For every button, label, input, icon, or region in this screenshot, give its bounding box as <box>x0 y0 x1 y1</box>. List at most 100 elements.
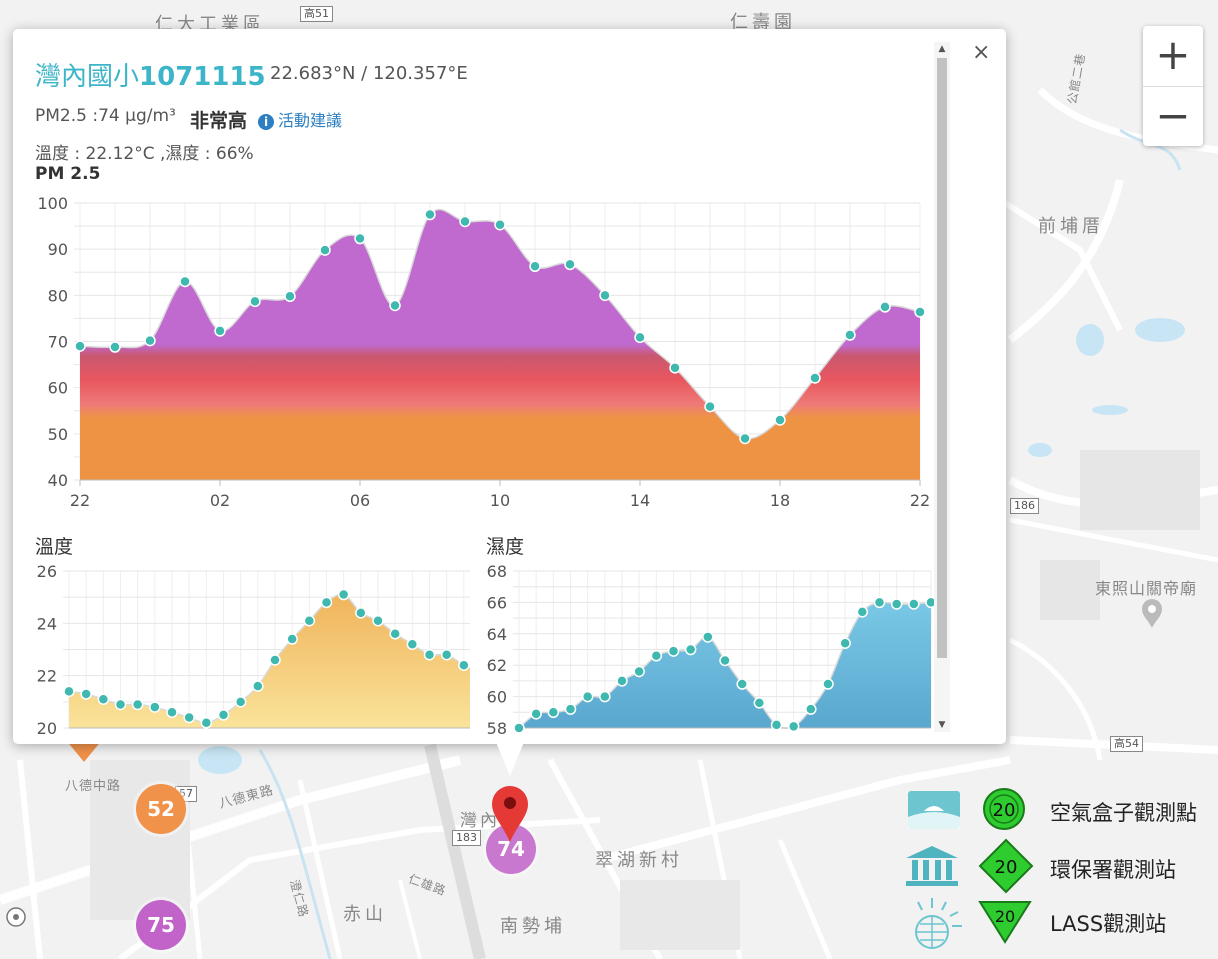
data-point[interactable] <box>74 340 86 352</box>
pm25-level: 非常高 <box>190 110 248 132</box>
map-label: 八德中路 <box>65 779 122 794</box>
data-point[interactable] <box>166 706 178 719</box>
data-point[interactable] <box>114 698 127 711</box>
data-point[interactable] <box>389 628 401 640</box>
data-point[interactable] <box>440 648 453 661</box>
data-point[interactable] <box>908 598 920 610</box>
data-point[interactable] <box>805 703 817 715</box>
data-point[interactable] <box>214 325 226 337</box>
data-point[interactable] <box>564 703 577 715</box>
data-point[interactable] <box>822 678 834 690</box>
data-point[interactable] <box>286 633 298 645</box>
data-point[interactable] <box>669 362 681 374</box>
data-point[interactable] <box>406 638 419 651</box>
data-point[interactable] <box>634 331 646 344</box>
y-tick-label: 24 <box>37 614 57 633</box>
data-point[interactable] <box>839 637 851 649</box>
popup-scrollbar[interactable]: ▲ ▼ <box>934 42 950 732</box>
data-point[interactable] <box>144 334 156 347</box>
data-point[interactable] <box>319 244 331 256</box>
data-point[interactable] <box>354 232 366 245</box>
data-point[interactable] <box>217 709 230 721</box>
station-title: 灣內國小1071115 <box>35 56 266 93</box>
data-point[interactable] <box>424 208 436 221</box>
scroll-up-icon[interactable]: ▲ <box>938 44 946 54</box>
zoom-out-button[interactable]: − <box>1143 86 1203 147</box>
data-point[interactable] <box>389 299 401 312</box>
station-cluster[interactable]: 75 <box>136 900 186 950</box>
scrollbar-thumb[interactable] <box>937 58 947 658</box>
data-point[interactable] <box>97 693 110 705</box>
data-point[interactable] <box>667 645 680 657</box>
data-point[interactable] <box>530 708 542 720</box>
road-shield: 186 <box>1010 498 1039 514</box>
y-tick-label: 26 <box>37 562 57 581</box>
data-point[interactable] <box>131 698 144 711</box>
data-point[interactable] <box>702 631 714 643</box>
data-point[interactable] <box>736 678 748 690</box>
station-cluster[interactable]: 52 <box>136 784 186 834</box>
data-point[interactable] <box>494 218 506 231</box>
close-button[interactable]: × <box>972 40 991 65</box>
data-point[interactable] <box>372 614 384 627</box>
data-point[interactable] <box>873 596 886 609</box>
data-point[interactable] <box>303 614 316 627</box>
activity-advice-link[interactable]: i 活動建議 <box>258 107 342 131</box>
data-point[interactable] <box>423 648 436 661</box>
data-point[interactable] <box>320 596 333 609</box>
y-tick-label: 64 <box>487 625 507 644</box>
zoom-in-button[interactable]: + <box>1155 30 1191 79</box>
data-point[interactable] <box>914 306 926 318</box>
data-point[interactable] <box>890 598 903 610</box>
data-point[interactable] <box>179 275 191 288</box>
data-point[interactable] <box>63 685 75 698</box>
data-point[interactable] <box>844 329 856 341</box>
data-point[interactable] <box>284 290 296 303</box>
x-tick-label: 22 <box>910 491 930 510</box>
y-tick-label: 66 <box>487 593 507 612</box>
data-point[interactable] <box>809 372 821 384</box>
data-point[interactable] <box>770 719 783 731</box>
data-point[interactable] <box>879 301 891 313</box>
data-point[interactable] <box>513 722 525 734</box>
data-point[interactable] <box>355 607 367 619</box>
data-point[interactable] <box>650 650 663 662</box>
data-point[interactable] <box>200 717 213 729</box>
road-shield: 高51 <box>300 6 333 22</box>
data-point[interactable] <box>856 606 869 618</box>
map-label: 南勢埔 <box>500 916 566 937</box>
data-point[interactable] <box>234 696 247 708</box>
data-point[interactable] <box>564 258 576 271</box>
data-point[interactable] <box>787 720 800 733</box>
data-point[interactable] <box>458 659 470 671</box>
data-point[interactable] <box>529 260 541 272</box>
data-point[interactable] <box>183 711 195 724</box>
data-point[interactable] <box>719 654 731 667</box>
data-point[interactable] <box>616 675 628 687</box>
data-point[interactable] <box>249 295 261 308</box>
data-point[interactable] <box>599 289 611 302</box>
x-tick-label: 02 <box>210 491 230 510</box>
y-tick-label: 100 <box>37 194 68 213</box>
data-point[interactable] <box>581 690 594 703</box>
data-point[interactable] <box>599 690 611 703</box>
x-tick-label: 10 <box>490 491 510 510</box>
data-point[interactable] <box>80 688 92 700</box>
data-point[interactable] <box>684 643 697 656</box>
data-point[interactable] <box>547 706 560 719</box>
scroll-down-icon[interactable]: ▼ <box>938 720 946 730</box>
data-point[interactable] <box>633 665 645 678</box>
data-point[interactable] <box>753 697 766 709</box>
data-point[interactable] <box>774 414 786 426</box>
data-point[interactable] <box>337 588 350 601</box>
data-point[interactable] <box>739 432 751 445</box>
data-point[interactable] <box>149 701 161 713</box>
data-point[interactable] <box>704 400 716 413</box>
map-edge-marker[interactable] <box>66 740 102 762</box>
data-point[interactable] <box>459 215 471 228</box>
data-point[interactable] <box>109 341 121 353</box>
pm25-chart-title: PM 2.5 <box>35 164 101 184</box>
data-point[interactable] <box>269 654 281 666</box>
data-point[interactable] <box>252 680 264 692</box>
location-pin-icon[interactable] <box>490 784 530 844</box>
